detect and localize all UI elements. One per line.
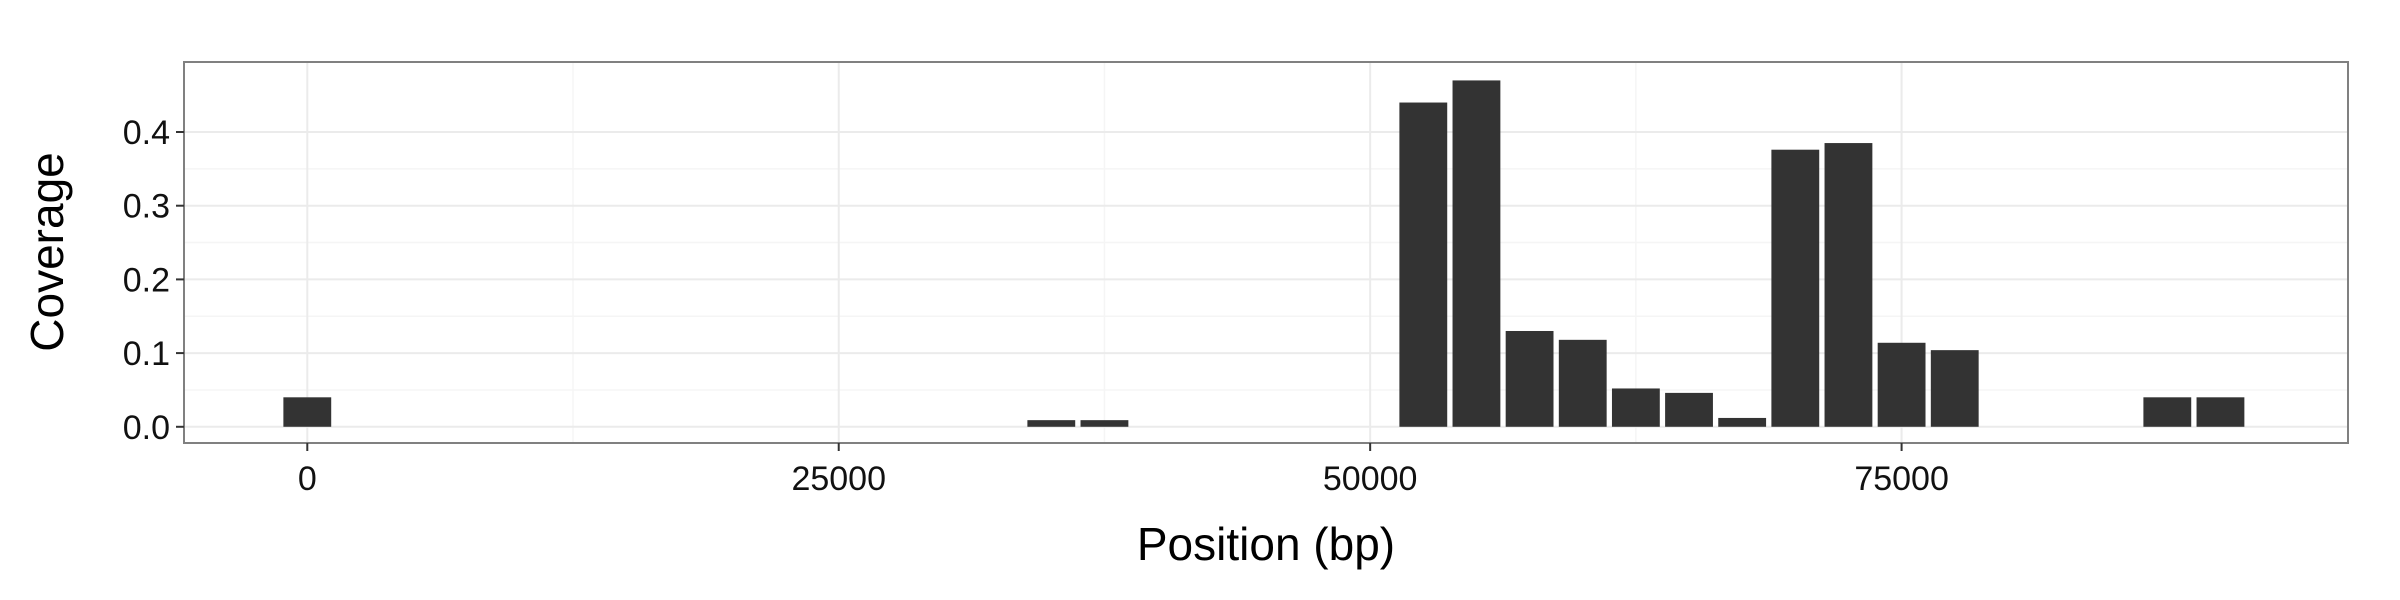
x-tick-label: 25000 (791, 460, 886, 498)
bar (2196, 397, 2245, 427)
bar (1558, 339, 1607, 427)
y-tick-label: 0.2 (123, 261, 170, 299)
bar-layer (283, 80, 2245, 427)
y-axis-title: Coverage (21, 152, 73, 351)
bar (1611, 388, 1660, 427)
panel-border (183, 61, 2349, 444)
bar (1665, 392, 1713, 427)
bar (1824, 143, 1873, 427)
y-tick-label: 0.1 (123, 335, 170, 373)
x-tick-label: 75000 (1854, 460, 1949, 498)
bar (1399, 102, 1448, 427)
bar (1080, 420, 1129, 427)
grid-layer (184, 62, 2348, 443)
bar (2143, 397, 2192, 427)
bar (283, 397, 332, 427)
x-axis-title: Position (bp) (1137, 518, 1395, 570)
y-tick-label: 0.4 (123, 114, 170, 152)
axis-layer: 0.0 0.1 0.2 0.3 0.4 0 25000 50000 75000 (123, 114, 1949, 498)
bar (1877, 342, 1926, 427)
bar (1027, 420, 1076, 427)
y-tick-label: 0.3 (123, 188, 170, 226)
bar (1930, 350, 1979, 427)
bar (1452, 80, 1501, 427)
bar (1718, 417, 1767, 427)
y-tick-label: 0.0 (123, 409, 170, 447)
bar (1771, 149, 1820, 427)
bar (1505, 330, 1554, 427)
x-tick-label: 0 (298, 460, 317, 498)
x-tick-label: 50000 (1323, 460, 1418, 498)
